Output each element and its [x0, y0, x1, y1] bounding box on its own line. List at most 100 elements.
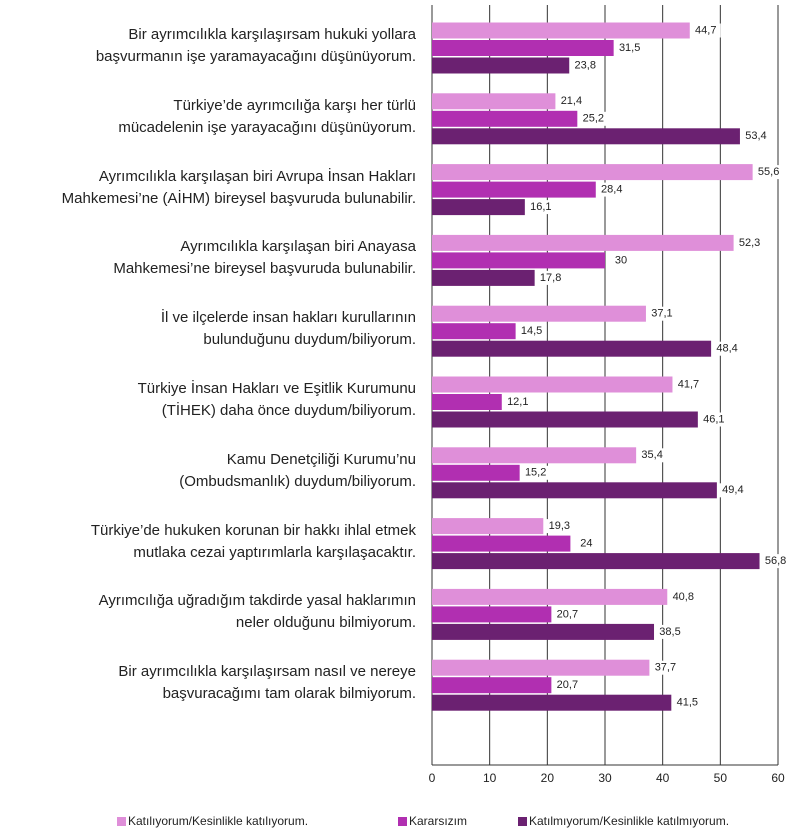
bar [432, 164, 753, 181]
legend-label: Katılıyorum/Kesinlikle katılıyorum. [128, 814, 308, 828]
value-label: 48,4 [716, 343, 737, 355]
value-label: 21,4 [561, 95, 582, 107]
bar [432, 93, 556, 110]
category-label: Türkiye İnsan Hakları ve Eşitlik Kurumun… [137, 380, 416, 419]
value-label-bg [673, 377, 704, 392]
bar [432, 694, 672, 711]
bar [432, 57, 570, 74]
legend-swatch [117, 817, 126, 826]
value-label: 55,6 [758, 166, 779, 178]
x-tick-label: 0 [429, 771, 436, 785]
bar [432, 110, 578, 127]
bar [432, 411, 698, 428]
value-label-bg [753, 165, 784, 180]
value-label: 37,1 [651, 308, 672, 320]
value-label: 28,4 [601, 184, 622, 196]
bar [432, 128, 740, 145]
value-label: 44,7 [695, 24, 716, 36]
value-label-bg [578, 111, 609, 126]
value-label: 41,7 [678, 378, 699, 390]
category-label: Türkiye’de hukuken korunan bir hakkı ihl… [90, 521, 416, 561]
value-label: 24 [580, 538, 592, 550]
bar [432, 22, 690, 39]
x-tick-label: 60 [771, 771, 785, 785]
value-label-bg [606, 253, 636, 268]
bar [432, 40, 614, 56]
value-label-bg [552, 607, 583, 622]
bar [432, 305, 646, 322]
bar [432, 553, 760, 570]
value-label: 31,5 [619, 42, 640, 54]
legend-label: Kararsızım [409, 814, 467, 828]
value-label-bg [717, 483, 748, 498]
value-label-bg [544, 519, 575, 534]
value-label-bg [535, 270, 566, 285]
bar [432, 199, 525, 216]
bar [432, 588, 668, 605]
category-label: Ayrımcılıkla karşılaşan biri Avrupa İnsa… [61, 167, 416, 207]
value-label: 49,4 [722, 484, 743, 496]
value-label-bg [668, 589, 699, 604]
bar [432, 535, 571, 552]
value-label-bg [552, 678, 583, 693]
value-label-bg [637, 448, 668, 463]
value-label-bg [650, 660, 681, 675]
legend-swatch [398, 817, 407, 826]
value-label-bg [655, 624, 686, 639]
bar [432, 394, 502, 410]
value-label: 38,5 [659, 626, 680, 638]
value-label-bg [698, 412, 729, 427]
bar [432, 623, 655, 640]
category-label: Kamu Denetçiliği Kurumu’nu (Ombudsmanlık… [179, 450, 416, 490]
category-label: Bir ayrımcılıkla karşılaşırsam nasıl ve … [118, 663, 416, 703]
x-tick-label: 50 [714, 771, 728, 785]
value-label: 53,4 [745, 130, 766, 142]
value-label-bg [690, 23, 721, 38]
bar [432, 677, 552, 694]
bar [432, 447, 637, 464]
category-label: Ayrımcılıkla karşılaşan biri Anayasa Mah… [113, 238, 416, 278]
value-label-bg [516, 324, 547, 339]
value-label: 46,1 [703, 413, 724, 425]
value-label: 52,3 [739, 237, 760, 249]
value-label: 25,2 [583, 113, 604, 125]
bar [432, 234, 734, 251]
category-label: Türkiye’de ayrımcılığa karşı her türlü m… [118, 96, 416, 136]
value-label-bg [740, 129, 771, 144]
value-label-bg [734, 235, 765, 250]
value-label-bg [712, 341, 743, 356]
bar [432, 323, 516, 340]
bar [432, 340, 712, 357]
bar [432, 376, 673, 393]
legend-label: Katılmıyorum/Kesinlikle katılmıyorum. [529, 814, 729, 828]
bar [432, 269, 535, 286]
x-tick-label: 10 [483, 771, 497, 785]
value-label-bg [571, 536, 602, 551]
value-label: 12,1 [507, 396, 528, 408]
x-tick-label: 20 [541, 771, 555, 785]
value-label-bg [596, 182, 627, 197]
x-tick-label: 40 [656, 771, 670, 785]
value-label: 16,1 [530, 201, 551, 213]
value-label: 40,8 [673, 591, 694, 603]
value-label: 41,5 [677, 697, 698, 709]
value-label-bg [556, 94, 587, 109]
x-tick-label: 30 [598, 771, 612, 785]
value-label-bg [614, 41, 645, 55]
value-label-bg [760, 554, 791, 569]
category-label: İl ve ilçelerde insan hakları kurulların… [160, 309, 416, 349]
bar [432, 659, 650, 676]
value-label: 19,3 [549, 520, 570, 532]
bar [432, 181, 596, 198]
category-label: Bir ayrımcılıkla karşılaşırsam hukuki yo… [95, 26, 416, 65]
value-label-bg [520, 465, 551, 480]
value-label: 23,8 [575, 59, 596, 71]
value-label-bg [646, 306, 677, 321]
value-label: 15,2 [525, 467, 546, 479]
value-label: 37,7 [655, 662, 676, 674]
value-label: 30 [615, 254, 627, 266]
bar [432, 518, 544, 535]
value-label: 35,4 [641, 449, 662, 461]
